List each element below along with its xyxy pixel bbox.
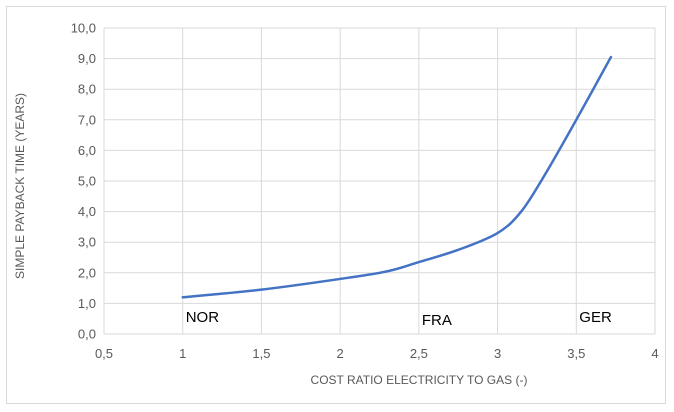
x-tick-label: 3: [494, 346, 501, 361]
y-tick-label: 4,0: [78, 204, 96, 219]
x-axis-label: COST RATIO ELECTRICITY TO GAS (-): [311, 373, 528, 387]
y-tick-label: 3,0: [78, 235, 96, 250]
x-tick-label: 3,5: [567, 346, 585, 361]
annotations: NOR FRA GER: [186, 309, 612, 329]
y-tick-label: 2,0: [78, 265, 96, 280]
chart-frame: [6, 6, 666, 404]
x-tick-label: 2: [337, 346, 344, 361]
x-tick-label: 4: [651, 346, 658, 361]
series-layer: [181, 55, 613, 299]
y-tick-label: 7,0: [78, 112, 96, 127]
y-tick-label: 6,0: [78, 143, 96, 158]
tick-labels: 0,0 1,0 2,0 3,0 4,0 5,0 6,0 7,0 8,0 9,0 10,0 0,5 1 1,…: [71, 21, 659, 362]
series-line: [181, 55, 613, 299]
x-tick-label: 1: [179, 346, 186, 361]
x-tick-label: 1,5: [252, 346, 270, 361]
gridlines: [103, 27, 656, 335]
y-tick-label: 10,0: [71, 21, 96, 36]
region-annotation: NOR: [186, 309, 220, 326]
y-axis-label: SIMPLE PAYBACK TIME (YEARS): [13, 93, 27, 279]
y-tick-label: 9,0: [78, 51, 96, 66]
x-tick-label: 0,5: [95, 346, 113, 361]
y-tick-label: 0,0: [78, 327, 96, 342]
region-annotation: FRA: [422, 312, 452, 329]
y-tick-label: 1,0: [78, 296, 96, 311]
x-tick-label: 2,5: [410, 346, 428, 361]
y-tick-label: 8,0: [78, 82, 96, 97]
y-tick-label: 5,0: [78, 174, 96, 189]
region-annotation: GER: [579, 309, 612, 326]
